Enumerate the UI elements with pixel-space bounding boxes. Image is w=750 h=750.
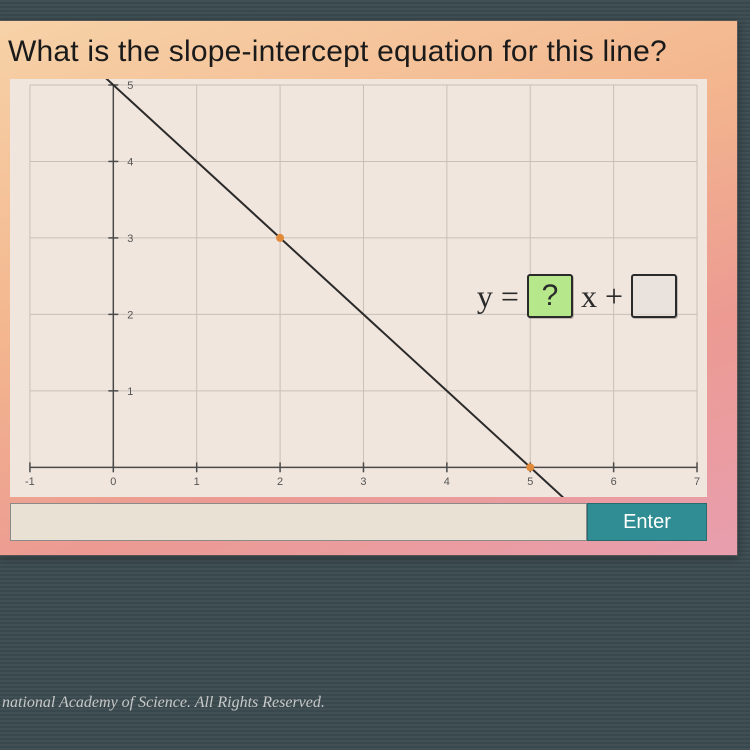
svg-text:1: 1 bbox=[127, 386, 133, 398]
svg-text:4: 4 bbox=[444, 476, 450, 488]
answer-row: Enter bbox=[10, 503, 707, 541]
svg-text:2: 2 bbox=[127, 309, 133, 321]
svg-text:4: 4 bbox=[127, 156, 133, 168]
svg-text:5: 5 bbox=[127, 80, 133, 92]
question-text: What is the slope-intercept equation for… bbox=[0, 31, 725, 79]
answer-input[interactable] bbox=[10, 503, 587, 541]
svg-text:5: 5 bbox=[527, 476, 533, 488]
svg-text:3: 3 bbox=[127, 233, 133, 245]
equation-mid: x + bbox=[581, 278, 623, 315]
svg-text:3: 3 bbox=[360, 476, 366, 488]
svg-text:6: 6 bbox=[611, 476, 617, 488]
svg-text:7: 7 bbox=[694, 476, 700, 488]
svg-text:0: 0 bbox=[110, 476, 116, 488]
equation-template: y = ? x + bbox=[477, 274, 677, 318]
svg-text:-1: -1 bbox=[25, 476, 35, 488]
enter-button[interactable]: Enter bbox=[587, 503, 707, 541]
equation-prefix: y = bbox=[477, 278, 519, 315]
footer-text: national Academy of Science. All Rights … bbox=[0, 694, 325, 712]
problem-card: What is the slope-intercept equation for… bbox=[0, 20, 738, 556]
slope-input-box[interactable]: ? bbox=[527, 274, 573, 318]
svg-text:2: 2 bbox=[277, 476, 283, 488]
chart-container: -1 0 1 2 3 4 5 6 7 1 2 3 4 5 y = ? x + bbox=[10, 79, 707, 497]
intercept-input-box[interactable] bbox=[631, 274, 677, 318]
svg-text:1: 1 bbox=[194, 476, 200, 488]
